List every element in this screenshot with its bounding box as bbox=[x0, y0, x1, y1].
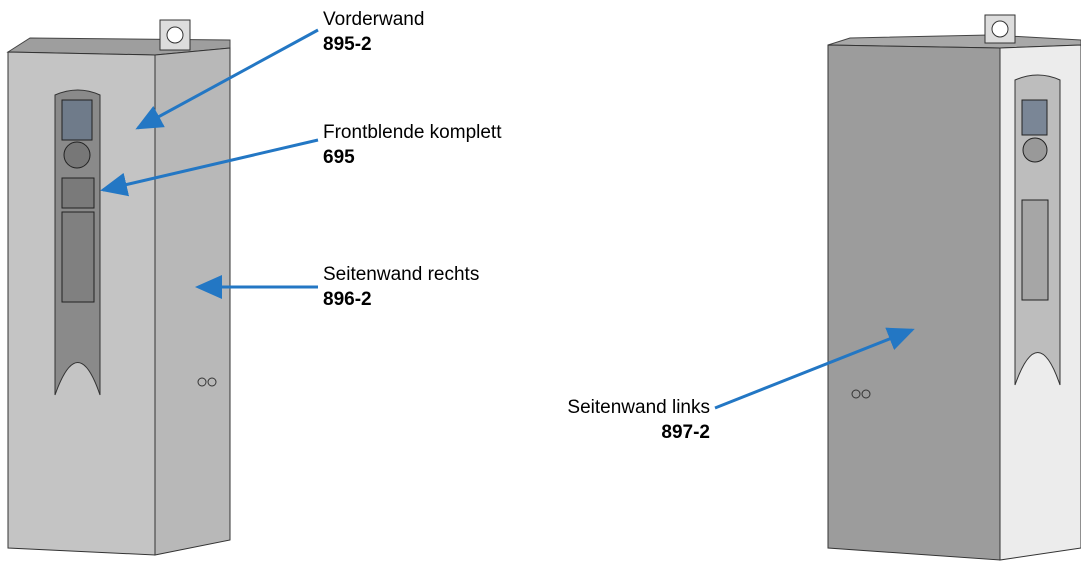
label-name: Seitenwand rechts bbox=[323, 264, 479, 285]
label-name: Frontblende komplett bbox=[323, 122, 502, 143]
label-name: Seitenwand links bbox=[567, 397, 710, 418]
label-name: Vorderwand bbox=[323, 9, 424, 30]
unit-right bbox=[828, 15, 1081, 560]
unit-left bbox=[8, 20, 230, 555]
label-part: 895-2 bbox=[323, 34, 372, 55]
label-part: 896-2 bbox=[323, 289, 372, 310]
label-part: 897-2 bbox=[661, 422, 710, 443]
label-part: 695 bbox=[323, 147, 355, 168]
diagram: Vorderwand 895-2 Frontblende komplett 69… bbox=[0, 0, 1081, 569]
